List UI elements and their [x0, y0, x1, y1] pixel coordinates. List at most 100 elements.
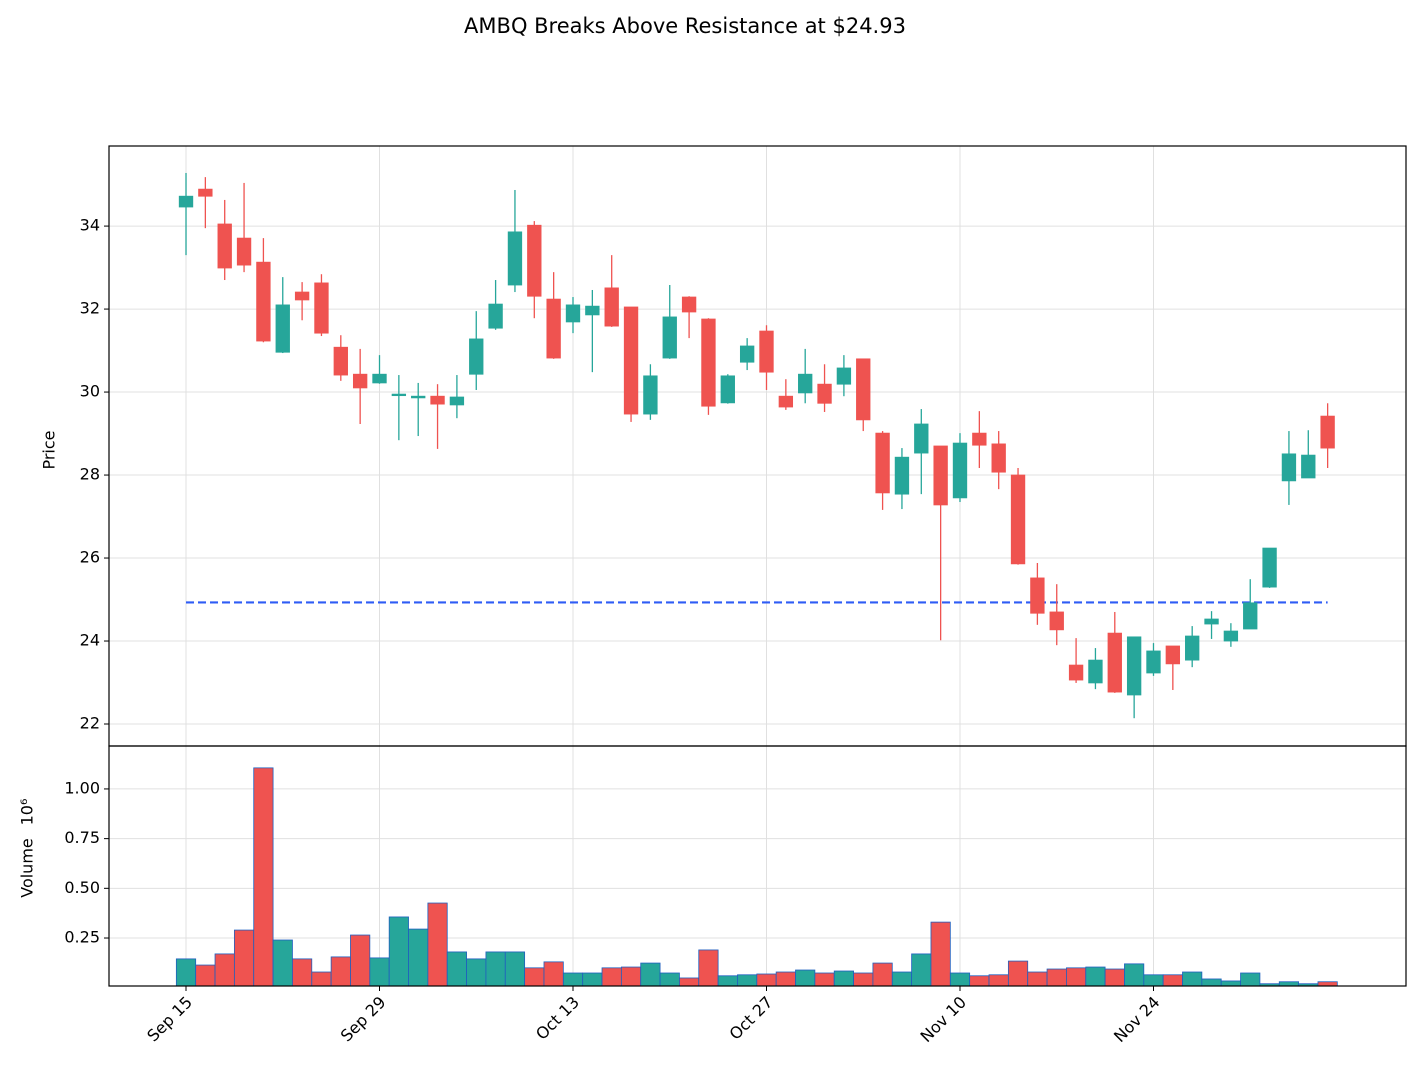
- price-frame: [108, 145, 1407, 747]
- volume-bar: [1027, 971, 1048, 987]
- candle-body: [623, 306, 639, 415]
- volume-bar: [175, 958, 197, 987]
- candle-body: [933, 445, 948, 506]
- candle-body: [198, 188, 213, 197]
- y-tick-label: 0.75: [64, 828, 100, 847]
- y-tick-label: 32: [80, 299, 100, 318]
- candle-body: [294, 291, 310, 301]
- candle-body: [759, 330, 774, 373]
- volume-bar: [330, 956, 351, 987]
- candle-body: [1146, 650, 1161, 674]
- volume-bar: [814, 972, 835, 987]
- candle-body: [1185, 635, 1200, 661]
- candle-body: [856, 358, 871, 421]
- candle-body: [681, 296, 697, 313]
- candle-body: [1030, 577, 1045, 614]
- candle-body: [391, 393, 407, 397]
- candle-body: [314, 282, 329, 334]
- volume-bar: [1162, 974, 1183, 987]
- x-tick-label: Oct 27: [726, 993, 777, 1044]
- volume-bar: [195, 964, 216, 987]
- volume-bar: [853, 972, 874, 987]
- volume-bar: [930, 921, 951, 987]
- volume-bar: [562, 972, 584, 987]
- candle-body: [604, 287, 619, 327]
- candle-body: [352, 373, 368, 389]
- volume-bar: [1007, 960, 1029, 987]
- candle-body: [817, 383, 832, 404]
- volume-bar: [292, 958, 313, 987]
- candle-body: [585, 305, 600, 316]
- volume-bar: [795, 969, 816, 987]
- candle-body: [1088, 659, 1103, 684]
- candle-body: [1301, 454, 1316, 479]
- candle-body: [1049, 611, 1064, 631]
- volume-bar: [659, 972, 680, 987]
- volume-bar: [214, 953, 235, 987]
- volume-bar: [988, 974, 1009, 987]
- volume-bar: [311, 971, 332, 987]
- candle-body: [1107, 632, 1122, 693]
- volume-bar: [272, 939, 293, 987]
- candle-body: [875, 432, 890, 494]
- y-tick-label: 0.50: [64, 878, 100, 897]
- candle-body: [1204, 618, 1219, 625]
- candle-body: [565, 304, 581, 323]
- x-tick-label: Nov 10: [916, 993, 970, 1047]
- candle-body: [372, 373, 387, 384]
- volume-bar: [1066, 967, 1087, 987]
- candle-body: [546, 298, 561, 359]
- volume-bar: [737, 974, 758, 987]
- candle-body: [662, 316, 677, 359]
- volume-bar: [582, 972, 603, 987]
- candle-body: [972, 432, 987, 446]
- candle-body: [1223, 630, 1239, 642]
- candle-body: [991, 443, 1006, 473]
- volume-bar: [466, 958, 487, 987]
- volume-bar: [485, 951, 506, 987]
- y-tick-label: 28: [80, 465, 100, 484]
- volume-bar: [408, 928, 429, 987]
- volume-bar: [1278, 981, 1300, 987]
- volume-bar: [1124, 963, 1145, 987]
- candle-body: [798, 373, 813, 394]
- volume-bar: [504, 951, 526, 987]
- candle-body: [1126, 636, 1142, 696]
- volume-bar: [640, 962, 661, 987]
- candle-body: [739, 345, 755, 363]
- candle-body: [1165, 645, 1181, 665]
- volume-bar: [679, 977, 700, 987]
- chart-title: AMBQ Breaks Above Resistance at $24.93: [464, 14, 906, 38]
- candle-body: [236, 237, 252, 266]
- candle-body: [507, 231, 523, 286]
- volume-bar: [233, 929, 255, 987]
- volume-bar: [969, 975, 990, 987]
- x-tick-label: Oct 13: [532, 993, 583, 1044]
- candle-body: [256, 261, 271, 342]
- volume-bar: [1182, 971, 1203, 987]
- volume-frame: [108, 745, 1407, 987]
- y-tick-label: 24: [80, 631, 100, 650]
- y-axis-label: Price: [40, 430, 59, 469]
- volume-bar: [833, 970, 854, 987]
- volume-axis-label: Volume: [18, 838, 37, 898]
- y-tick-label: 30: [80, 382, 100, 401]
- volume-bar: [756, 973, 777, 987]
- candle-body: [275, 304, 290, 353]
- candle-body: [430, 395, 445, 405]
- volume-bar: [524, 967, 545, 987]
- volume-bar: [911, 953, 932, 987]
- x-tick-label: Nov 24: [1110, 993, 1164, 1047]
- candle-body: [952, 442, 968, 499]
- x-tick-label: Sep 29: [337, 993, 390, 1046]
- volume-bar: [1085, 966, 1106, 987]
- candle-body: [836, 367, 852, 385]
- volume-bar: [253, 767, 274, 987]
- volume-bar: [369, 957, 390, 987]
- volume-bar: [350, 934, 371, 987]
- volume-bar: [620, 966, 642, 987]
- candle-body: [1320, 415, 1335, 449]
- candle-body: [1281, 453, 1297, 482]
- volume-bar: [891, 971, 913, 987]
